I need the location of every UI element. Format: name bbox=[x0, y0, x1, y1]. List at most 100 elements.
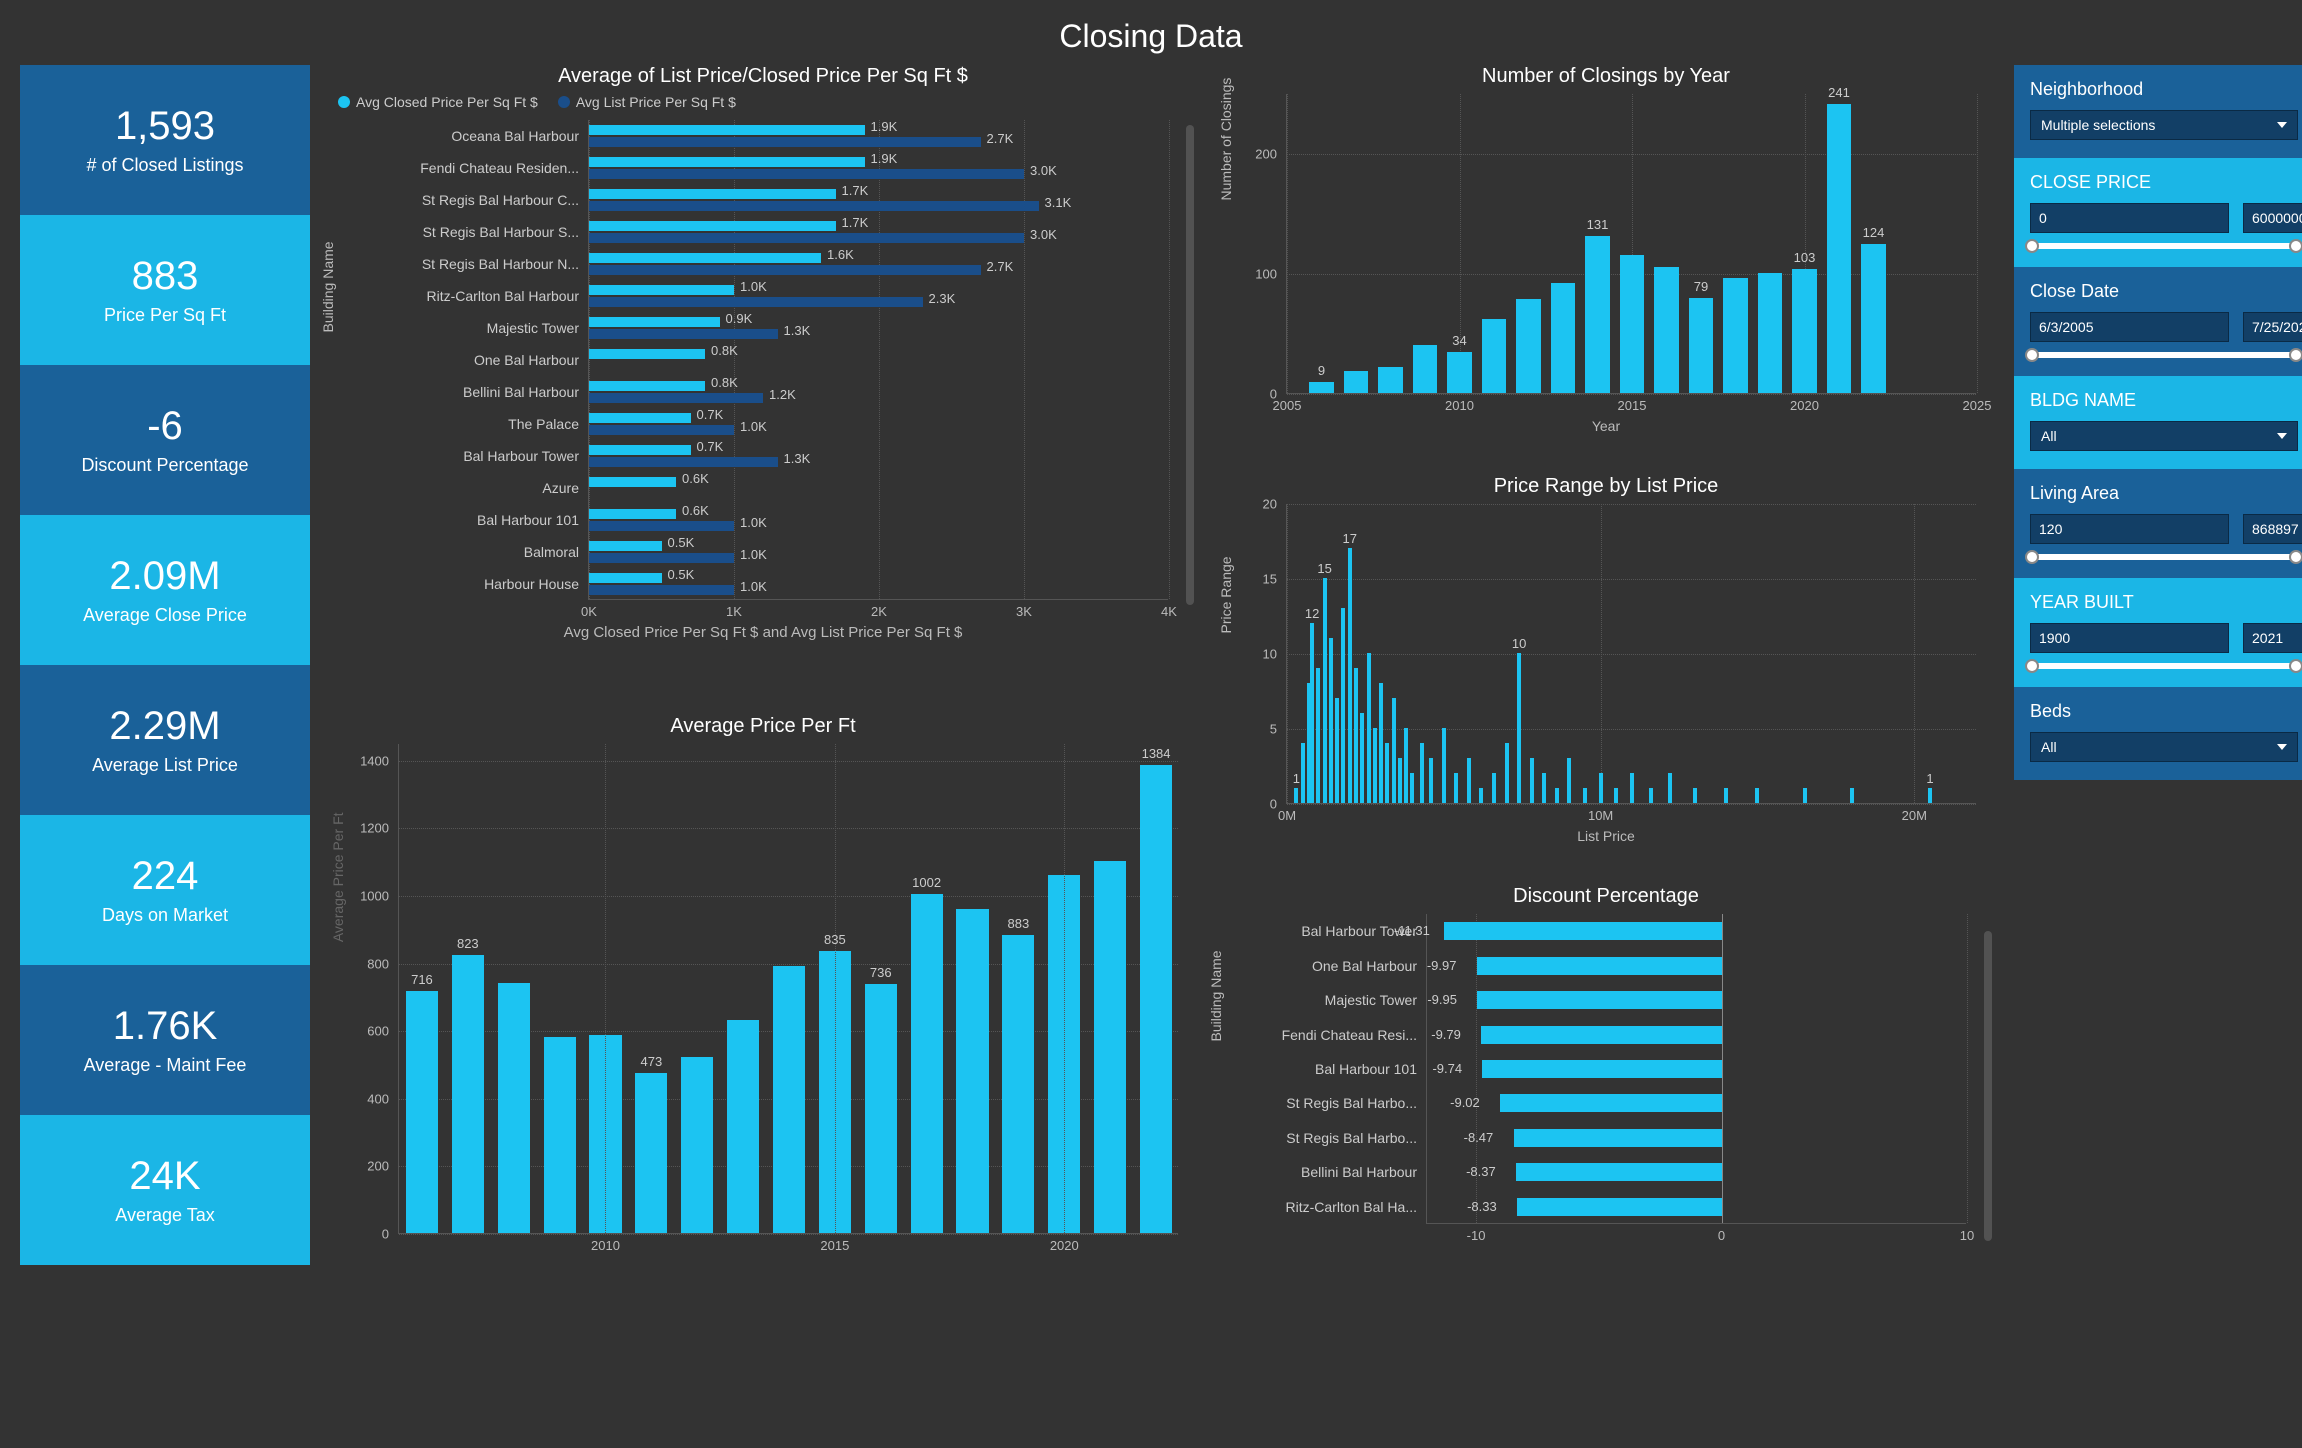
bar[interactable] bbox=[1454, 773, 1458, 803]
bar-list[interactable] bbox=[589, 425, 734, 435]
slider-thumb-min[interactable] bbox=[2025, 659, 2039, 673]
bar[interactable] bbox=[956, 909, 988, 1233]
bar[interactable] bbox=[1542, 773, 1546, 803]
bar-closed[interactable] bbox=[589, 349, 705, 359]
bar[interactable] bbox=[1724, 788, 1728, 803]
bar[interactable] bbox=[1928, 788, 1932, 803]
slider-thumb-max[interactable] bbox=[2289, 239, 2302, 253]
bar[interactable] bbox=[1514, 1129, 1722, 1147]
bar-closed[interactable] bbox=[589, 285, 734, 295]
bar[interactable] bbox=[911, 894, 943, 1233]
filter-max-input[interactable] bbox=[2243, 514, 2302, 544]
bar[interactable] bbox=[1316, 668, 1320, 803]
bar[interactable] bbox=[1479, 788, 1483, 803]
bar[interactable] bbox=[1477, 957, 1722, 975]
bar[interactable] bbox=[1630, 773, 1634, 803]
kpi-card[interactable]: 1,593 # of Closed Listings bbox=[20, 65, 310, 215]
bar[interactable] bbox=[1516, 1163, 1721, 1181]
bar[interactable] bbox=[1378, 367, 1402, 393]
bar[interactable] bbox=[452, 955, 484, 1233]
bar[interactable] bbox=[635, 1073, 667, 1233]
filter-select[interactable]: Multiple selections bbox=[2030, 110, 2298, 140]
slider-thumb-max[interactable] bbox=[2289, 659, 2302, 673]
bar[interactable] bbox=[1555, 788, 1559, 803]
filter-min-input[interactable] bbox=[2030, 203, 2229, 233]
kpi-card[interactable]: -6 Discount Percentage bbox=[20, 365, 310, 515]
bar-closed[interactable] bbox=[589, 413, 691, 423]
bar-list[interactable] bbox=[589, 329, 778, 339]
bar[interactable] bbox=[1620, 255, 1644, 393]
bar-list[interactable] bbox=[589, 393, 763, 403]
bar-closed[interactable] bbox=[589, 317, 720, 327]
bar[interactable] bbox=[1723, 278, 1747, 393]
bar[interactable] bbox=[1693, 788, 1697, 803]
bar[interactable] bbox=[544, 1037, 576, 1233]
bar[interactable] bbox=[1668, 773, 1672, 803]
slider-thumb-min[interactable] bbox=[2025, 348, 2039, 362]
bar-list[interactable] bbox=[589, 457, 778, 467]
kpi-card[interactable]: 1.76K Average - Maint Fee bbox=[20, 965, 310, 1115]
bar[interactable] bbox=[1477, 991, 1721, 1009]
filter-select[interactable]: All bbox=[2030, 732, 2298, 762]
bar[interactable] bbox=[1373, 728, 1377, 803]
legend-item[interactable]: Avg Closed Price Per Sq Ft $ bbox=[338, 94, 538, 110]
bar[interactable] bbox=[1398, 758, 1402, 803]
bar-closed[interactable] bbox=[589, 157, 865, 167]
bar-list[interactable] bbox=[589, 233, 1024, 243]
filter-max-input[interactable] bbox=[2243, 623, 2302, 653]
bar-closed[interactable] bbox=[589, 253, 821, 263]
slider-thumb-min[interactable] bbox=[2025, 239, 2039, 253]
bar[interactable] bbox=[1140, 765, 1172, 1233]
bar[interactable] bbox=[1094, 861, 1126, 1233]
bar-list[interactable] bbox=[589, 521, 734, 531]
filter-slider[interactable] bbox=[2032, 243, 2296, 249]
bar-closed[interactable] bbox=[589, 541, 662, 551]
filter-slider[interactable] bbox=[2032, 554, 2296, 560]
bar[interactable] bbox=[1354, 668, 1358, 803]
bar[interactable] bbox=[1392, 698, 1396, 803]
bar[interactable] bbox=[1803, 788, 1807, 803]
bar[interactable] bbox=[1447, 352, 1471, 393]
slider-thumb-min[interactable] bbox=[2025, 550, 2039, 564]
bar-list[interactable] bbox=[589, 297, 923, 307]
filter-slider[interactable] bbox=[2032, 352, 2296, 358]
bar[interactable] bbox=[1348, 548, 1352, 803]
bar[interactable] bbox=[1310, 623, 1314, 803]
bar[interactable] bbox=[727, 1020, 759, 1233]
bar-closed[interactable] bbox=[589, 189, 836, 199]
bar[interactable] bbox=[1420, 743, 1424, 803]
bar[interactable] bbox=[1585, 236, 1609, 393]
bar[interactable] bbox=[1410, 773, 1414, 803]
legend-item[interactable]: Avg List Price Per Sq Ft $ bbox=[558, 94, 736, 110]
bar[interactable] bbox=[1344, 371, 1368, 393]
bar[interactable] bbox=[1516, 299, 1540, 393]
filter-min-input[interactable] bbox=[2030, 623, 2229, 653]
bar[interactable] bbox=[1551, 283, 1575, 393]
slider-thumb-max[interactable] bbox=[2289, 550, 2302, 564]
bar[interactable] bbox=[1323, 578, 1327, 803]
bar[interactable] bbox=[1335, 698, 1339, 803]
kpi-card[interactable]: 2.29M Average List Price bbox=[20, 665, 310, 815]
bar[interactable] bbox=[1481, 1026, 1721, 1044]
bar[interactable] bbox=[1755, 788, 1759, 803]
bar[interactable] bbox=[1429, 758, 1433, 803]
filter-select[interactable]: All bbox=[2030, 421, 2298, 451]
bar[interactable] bbox=[1404, 728, 1408, 803]
bar-closed[interactable] bbox=[589, 381, 705, 391]
bar-list[interactable] bbox=[589, 201, 1039, 211]
bar[interactable] bbox=[1482, 319, 1506, 393]
bar[interactable] bbox=[1467, 758, 1471, 803]
bar[interactable] bbox=[1517, 1198, 1721, 1216]
bar[interactable] bbox=[1850, 788, 1854, 803]
bar[interactable] bbox=[406, 991, 438, 1233]
bar-closed[interactable] bbox=[589, 221, 836, 231]
filter-min-input[interactable] bbox=[2030, 312, 2229, 342]
bar-list[interactable] bbox=[589, 137, 981, 147]
bar-closed[interactable] bbox=[589, 125, 865, 135]
filter-slider[interactable] bbox=[2032, 663, 2296, 669]
slider-thumb-max[interactable] bbox=[2289, 348, 2302, 362]
bar-closed[interactable] bbox=[589, 573, 662, 583]
kpi-card[interactable]: 24K Average Tax bbox=[20, 1115, 310, 1265]
bar-list[interactable] bbox=[589, 553, 734, 563]
bar[interactable] bbox=[773, 966, 805, 1233]
